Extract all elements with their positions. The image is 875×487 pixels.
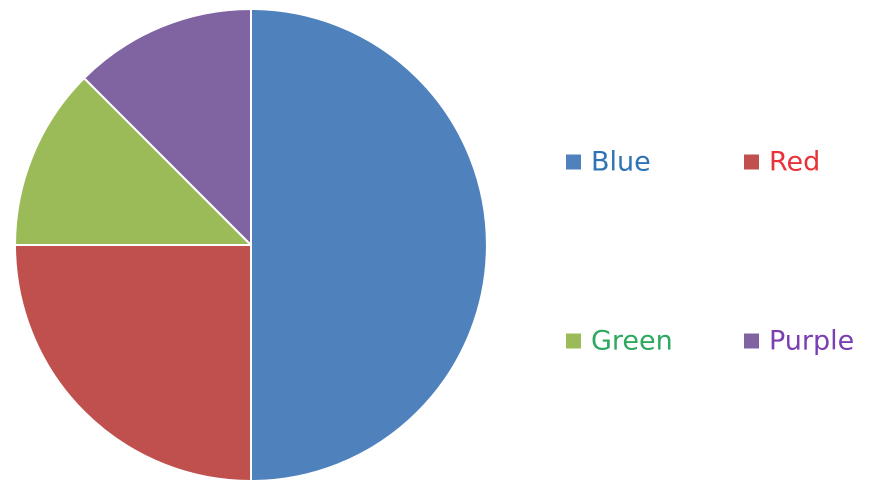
legend-label-purple: Purple xyxy=(769,326,854,357)
pie-slice-green xyxy=(14,77,252,246)
legend-swatch-red xyxy=(744,154,759,170)
legend-label-green: Green xyxy=(591,326,673,357)
pie-slice-red xyxy=(14,244,252,482)
legend-label-blue: Blue xyxy=(591,147,651,178)
legend-item-green: Green xyxy=(566,326,673,357)
legend-swatch-blue xyxy=(566,154,581,170)
legend-label-red: Red xyxy=(769,147,820,178)
pie-slice-blue xyxy=(250,8,488,482)
legend-item-blue: Blue xyxy=(566,147,651,178)
legend: Blue Red Green Purple xyxy=(566,147,854,357)
legend-swatch-green xyxy=(566,333,581,349)
legend-item-purple: Purple xyxy=(744,326,854,357)
legend-item-red: Red xyxy=(744,147,820,178)
legend-swatch-purple xyxy=(744,333,759,349)
pie-slice-purple xyxy=(83,8,252,246)
pie-slices xyxy=(14,8,488,482)
